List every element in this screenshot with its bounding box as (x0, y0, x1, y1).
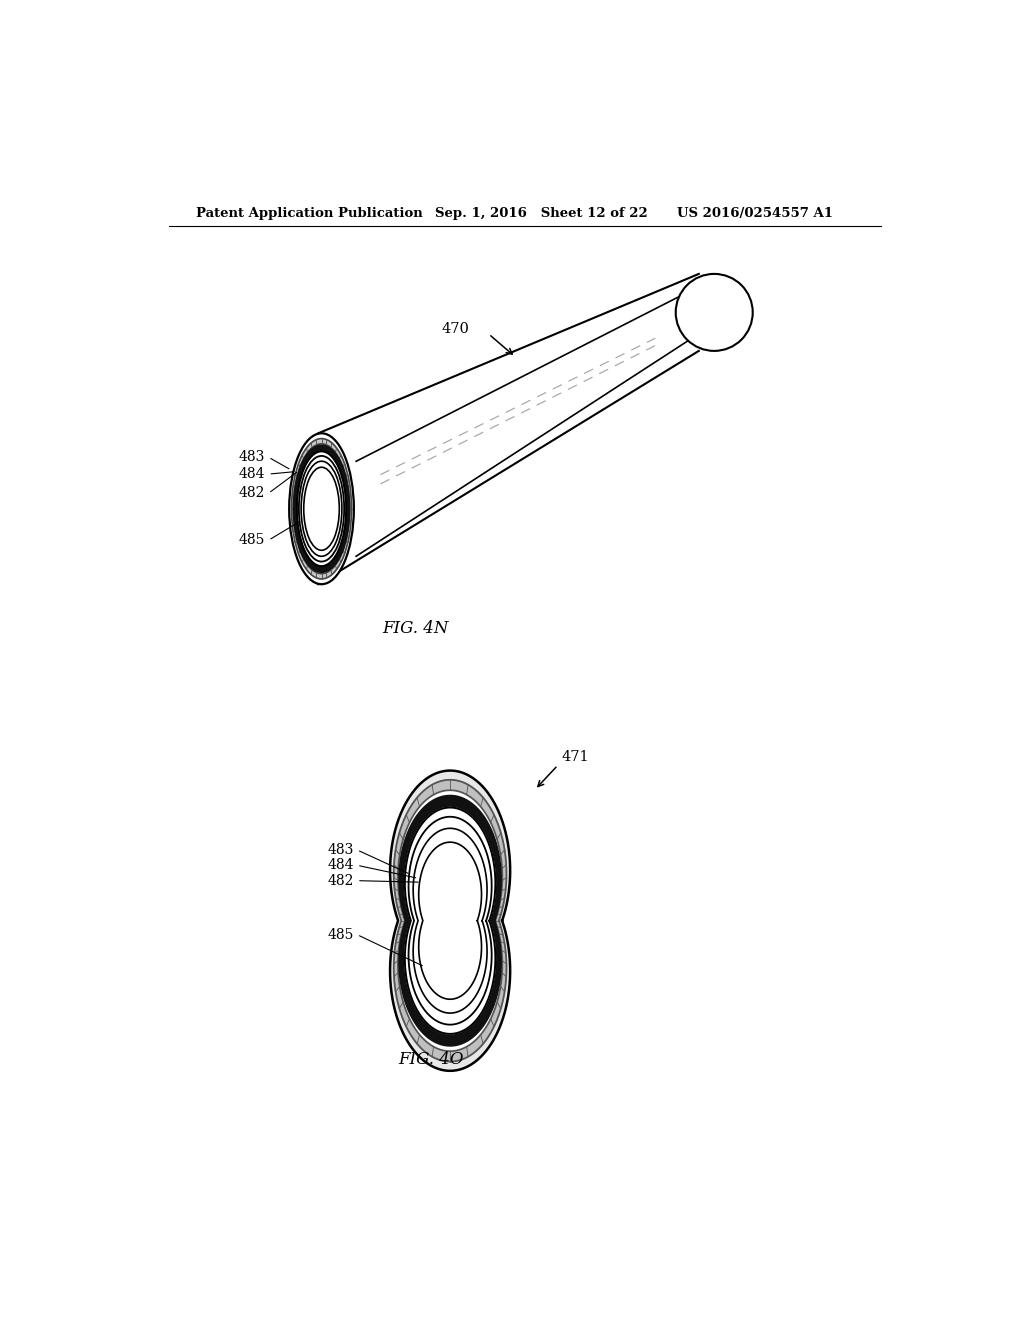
Text: 482: 482 (239, 486, 265, 500)
Text: 471: 471 (562, 751, 590, 764)
Polygon shape (413, 829, 487, 1012)
Polygon shape (419, 842, 481, 999)
Text: 482: 482 (328, 874, 354, 887)
Polygon shape (318, 275, 698, 585)
Ellipse shape (289, 433, 354, 585)
Text: Patent Application Publication: Patent Application Publication (196, 207, 423, 220)
Text: FIG. 4N: FIG. 4N (382, 619, 449, 636)
Ellipse shape (304, 467, 339, 550)
Text: FIG. 4O: FIG. 4O (398, 1051, 464, 1068)
Polygon shape (409, 817, 492, 1024)
Polygon shape (390, 771, 510, 1071)
Polygon shape (398, 791, 503, 1051)
Text: 470: 470 (441, 322, 469, 337)
Ellipse shape (299, 455, 344, 561)
Ellipse shape (301, 461, 342, 556)
Text: 483: 483 (328, 843, 354, 857)
Ellipse shape (292, 438, 351, 579)
Text: 484: 484 (328, 858, 354, 873)
Text: Sep. 1, 2016   Sheet 12 of 22: Sep. 1, 2016 Sheet 12 of 22 (435, 207, 647, 220)
Text: 484: 484 (239, 467, 265, 480)
Ellipse shape (294, 444, 349, 574)
Text: 485: 485 (239, 533, 265, 548)
Ellipse shape (676, 275, 753, 351)
Text: 483: 483 (239, 450, 265, 465)
Ellipse shape (297, 451, 346, 566)
Polygon shape (404, 808, 496, 1034)
Polygon shape (394, 780, 507, 1061)
Text: US 2016/0254557 A1: US 2016/0254557 A1 (677, 207, 834, 220)
Text: 485: 485 (328, 928, 354, 941)
Ellipse shape (295, 447, 348, 570)
Polygon shape (400, 797, 500, 1044)
Ellipse shape (289, 433, 354, 585)
